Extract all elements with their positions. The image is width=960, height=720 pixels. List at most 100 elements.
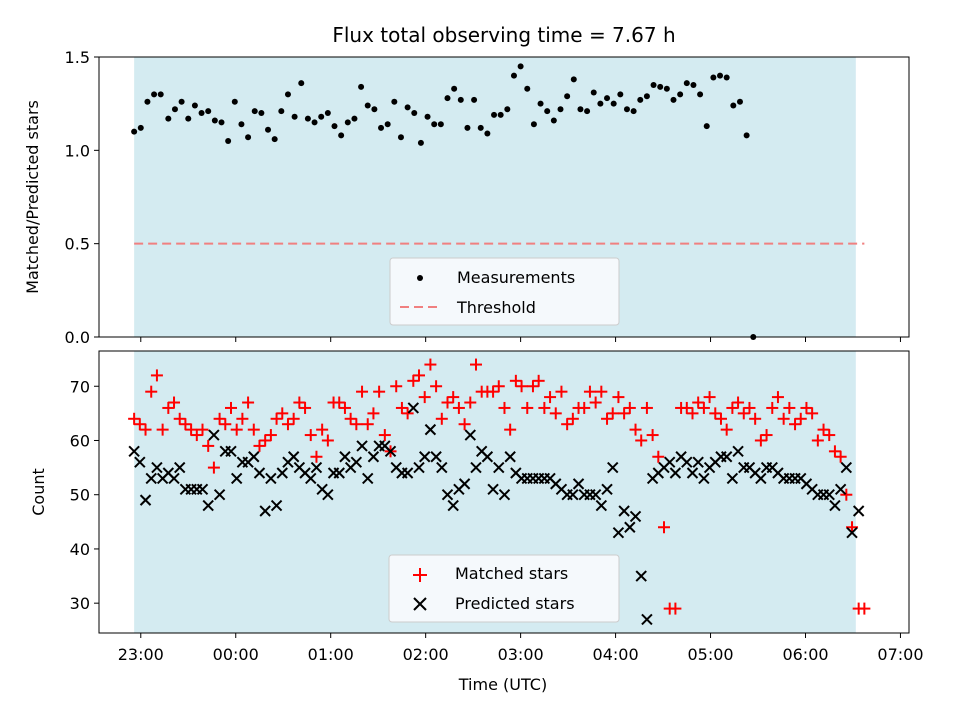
measurement-point [584, 108, 591, 115]
matched-star-point [390, 380, 403, 393]
matched-star-point [760, 429, 773, 442]
matched-star-point [361, 418, 374, 431]
predicted-star-point [641, 613, 653, 626]
measurement-point [610, 100, 617, 107]
measurement-point [504, 106, 511, 113]
predicted-star-point [248, 451, 260, 463]
measurement-point [643, 93, 650, 100]
matched-star-point [219, 418, 232, 431]
predicted-star-point [322, 489, 334, 501]
predicted-star-point [310, 461, 323, 474]
matched-star-point [566, 412, 579, 425]
predicted-star-point [846, 526, 858, 539]
measurement-point [178, 98, 185, 105]
predicted-star-point [692, 456, 704, 468]
bottom-y-axis-label: Count [29, 468, 48, 516]
matched-star-point [418, 391, 431, 404]
matched-star-point [658, 521, 671, 534]
predicted-star-point [424, 423, 437, 436]
measurement-point [251, 108, 258, 115]
predicted-star-point [305, 472, 317, 485]
matched-star-point [413, 369, 426, 382]
predicted-star-point [407, 402, 420, 414]
matched-star-point [709, 407, 722, 420]
x-tick-label: 06:00 [782, 645, 828, 664]
predicted-star-point [128, 445, 140, 458]
matched-star-point [737, 407, 750, 420]
measurement-point [577, 106, 584, 113]
matched-star-point [378, 429, 391, 442]
predicted-star-point [270, 499, 283, 512]
measurement-point [544, 108, 551, 115]
matched-star-point [532, 374, 545, 387]
predicted-star-point [367, 451, 380, 463]
measurement-point [703, 123, 710, 130]
matched-star-point [168, 396, 181, 409]
measurement-point [471, 96, 478, 103]
matched-star-point [646, 429, 659, 442]
predicted-star-point [202, 499, 214, 512]
measurement-point [218, 119, 225, 126]
x-tick-label: 01:00 [308, 645, 354, 664]
measurement-point [557, 106, 564, 113]
matched-star-point [521, 401, 534, 414]
measurement-point [378, 124, 385, 131]
measurement-point [723, 74, 730, 81]
measurement-point [137, 124, 144, 131]
measurement-point [157, 91, 164, 98]
legend-matched-marker [413, 568, 427, 582]
x-axis-label: Time (UTC) [458, 675, 547, 694]
bottom-legend-box [388, 554, 620, 623]
matched-star-point [259, 434, 272, 447]
predicted-star-point [681, 456, 693, 468]
measurement-point [245, 134, 252, 141]
matched-star-point [356, 385, 369, 398]
predicted-star-point [607, 461, 619, 474]
measurement-point [265, 126, 272, 133]
matched-star-point [595, 385, 608, 398]
measurement-point [198, 110, 205, 116]
measurement-point [225, 138, 232, 144]
predicted-star-point [436, 461, 448, 474]
predicted-star-point [333, 467, 345, 479]
bottom-y-tick-label: 40 [70, 540, 90, 559]
matched-star-point [447, 391, 460, 404]
predicted-star-point [601, 483, 613, 495]
measurement-point [464, 124, 471, 131]
matched-star-point [133, 418, 146, 431]
matched-star-point [179, 418, 192, 431]
measurement-point [683, 80, 690, 87]
measurement-point [417, 139, 424, 146]
matched-star-point [316, 423, 329, 436]
matched-star-point [771, 391, 784, 404]
bottom-panel: 30 40 50 60 70 23:00 00:00 01:00 02:00 03:00 04:0… [29, 350, 924, 694]
predicted-star-point [470, 461, 482, 474]
predicted-star-point [823, 489, 835, 501]
matched-star-point [150, 369, 163, 382]
matched-star-point [561, 418, 574, 431]
predicted-star-point [504, 451, 516, 463]
measurement-point [451, 85, 458, 92]
matched-star-point [435, 412, 448, 425]
matched-star-point [766, 401, 779, 414]
bottom-legend: Matched stars Predicted stars [388, 554, 620, 623]
measurement-point [550, 117, 557, 124]
legend-matched-label: Matched stars [455, 564, 568, 583]
measurement-point [677, 91, 684, 98]
predicted-star-point [276, 467, 288, 479]
predicted-star-point [720, 451, 733, 463]
predicted-star-point [755, 472, 767, 485]
measurement-point [457, 96, 464, 103]
predicted-star-point [265, 472, 277, 485]
bottom-y-tick-label: 50 [70, 486, 90, 505]
legend-predicted-marker [413, 597, 427, 611]
predicted-star-point [464, 429, 476, 441]
measurement-point [497, 111, 504, 118]
predicted-star-point [362, 472, 374, 485]
matched-star-point [640, 401, 653, 414]
matched-star-point [492, 380, 505, 393]
measurement-point [171, 106, 178, 113]
matched-star-point [276, 407, 289, 420]
predicted-star-point [567, 489, 579, 501]
